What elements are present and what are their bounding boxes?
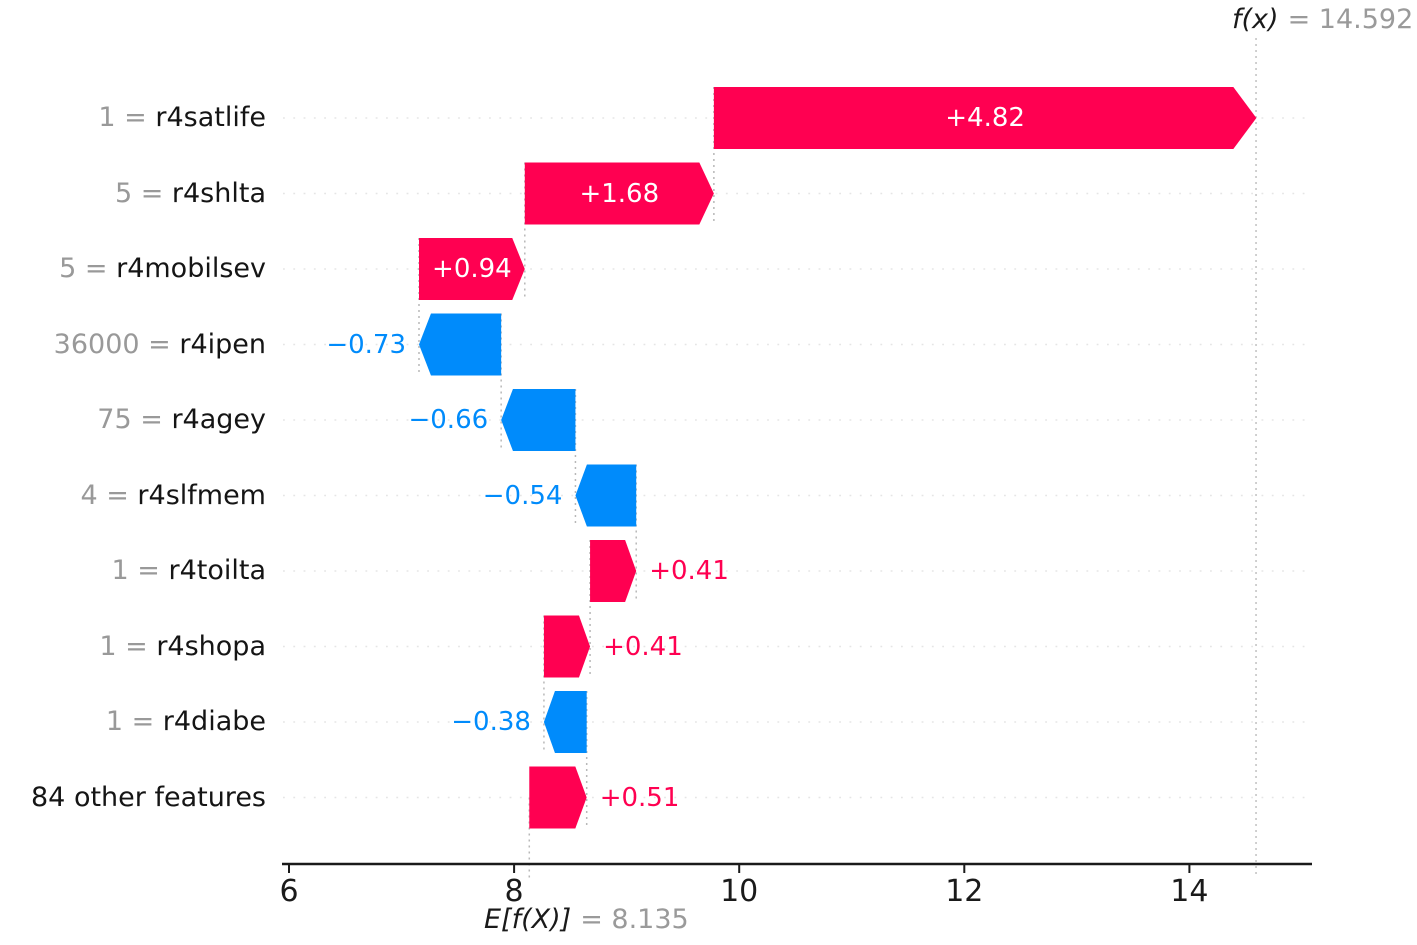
bar-r4slfmem <box>575 464 637 527</box>
feature-label: 1 = r4satlife <box>98 99 266 137</box>
feature-label: 84 other features <box>31 779 266 817</box>
bar-value-label: +0.41 <box>603 631 683 662</box>
feature-value: 1 = <box>99 630 157 662</box>
feature-name: r4satlife <box>155 102 266 133</box>
bar-value-label: −0.73 <box>326 329 406 360</box>
bar-r4mobilsev <box>418 238 525 300</box>
feature-value: 1 = <box>105 706 163 737</box>
feature-label: 1 = r4diabe <box>106 703 266 741</box>
bar-value-label: +0.94 <box>432 254 512 284</box>
x-tick-label: 14 <box>1170 874 1209 909</box>
bar-value-label: +0.51 <box>599 782 680 813</box>
feature-name: r4shlta <box>171 177 266 209</box>
bar-r4shopa <box>543 615 591 678</box>
feature-name: r4mobilsev <box>116 253 266 284</box>
bar-r4ipen <box>418 313 502 376</box>
bar-value-label: +0.41 <box>649 556 729 586</box>
feature-name: r4toilta <box>168 555 266 586</box>
fx-annotation: f(x) = 14.592 <box>1232 4 1413 36</box>
x-tick-label: 8 <box>504 874 524 909</box>
feature-value: 5 = <box>59 253 117 284</box>
feature-value: 5 = <box>114 177 172 209</box>
feature-value: 4 = <box>80 479 138 511</box>
bar-value-label: +4.82 <box>945 103 1025 133</box>
bar-r4shlta <box>524 162 714 225</box>
bar-r4toilta <box>590 540 637 602</box>
feature-label: 4 = r4slfmem <box>80 477 266 515</box>
bar-r4agey <box>501 389 576 451</box>
feature-name: r4slfmem <box>137 479 266 511</box>
expected-value-annotation: E[f(X)] = 8.135 <box>484 904 689 936</box>
expected-value-math: E[f(X)] <box>484 904 572 935</box>
x-tick-label: 6 <box>279 874 299 909</box>
expected-value-value: = 8.135 <box>580 904 689 935</box>
feature-value: 75 = <box>97 404 172 435</box>
bar-value-label: −0.66 <box>408 405 489 435</box>
feature-value: 1 = <box>98 102 156 133</box>
bar-84-other-features <box>529 766 587 829</box>
feature-label: 1 = r4shopa <box>99 628 266 666</box>
x-tick-label: 12 <box>945 874 984 909</box>
bar-r4diabe <box>543 691 587 753</box>
feature-label: 5 = r4shlta <box>115 175 266 213</box>
feature-value: 1 = <box>111 555 169 586</box>
feature-label: 5 = r4mobilsev <box>59 250 266 288</box>
feature-label: 1 = r4toilta <box>112 552 267 590</box>
feature-name: r4diabe <box>162 706 266 737</box>
feature-label: 36000 = r4ipen <box>54 326 266 364</box>
feature-name: r4shopa <box>156 630 266 662</box>
feature-name: r4agey <box>171 404 266 435</box>
feature-name: r4ipen <box>179 328 266 360</box>
fx-annotation-value: = 14.592 <box>1287 4 1414 35</box>
bar-value-label: −0.38 <box>451 707 531 737</box>
bar-r4satlife <box>713 87 1257 149</box>
bar-value-label: −0.54 <box>482 480 563 511</box>
feature-label: 75 = r4agey <box>97 401 266 439</box>
fx-annotation-math: f(x) <box>1232 4 1279 35</box>
bar-value-label: +1.68 <box>579 178 660 209</box>
x-tick-label: 10 <box>720 874 759 909</box>
feature-value: 36000 = <box>53 328 180 360</box>
feature-name: 84 other features <box>31 781 266 813</box>
